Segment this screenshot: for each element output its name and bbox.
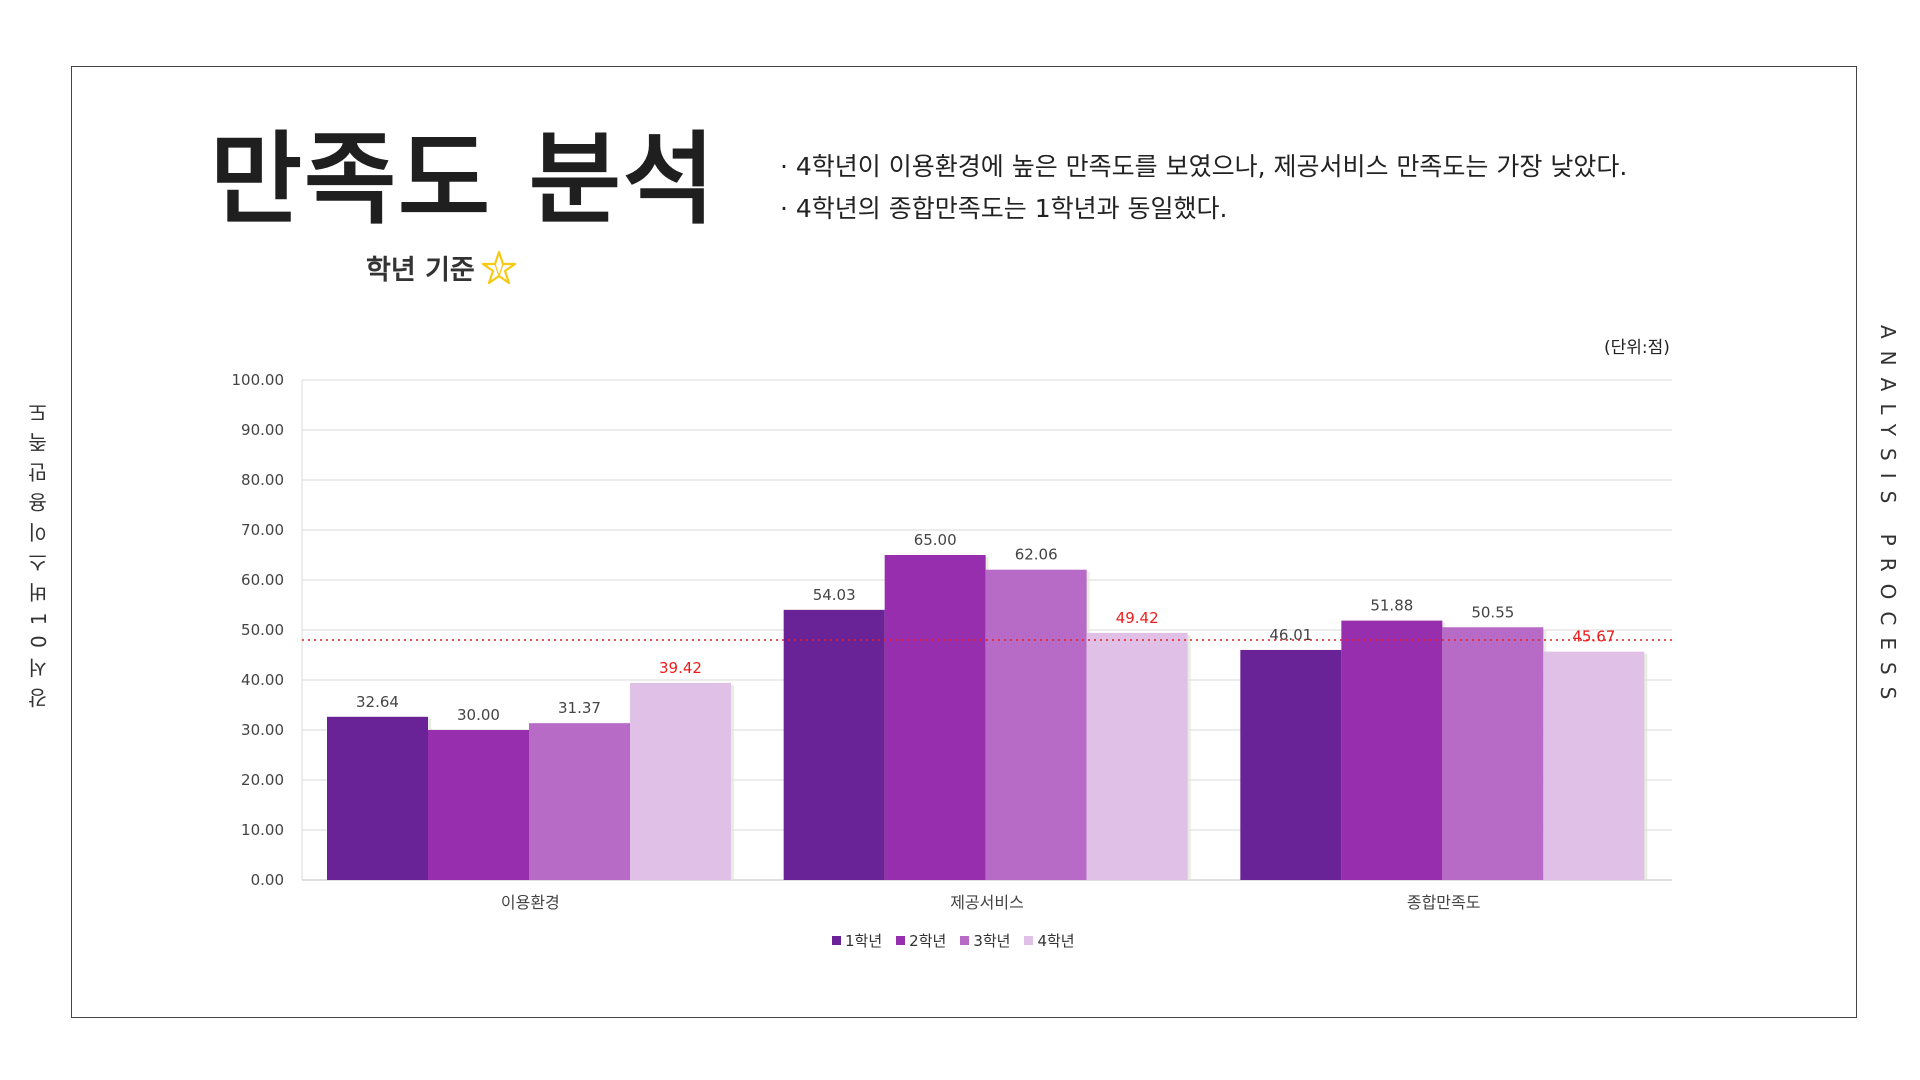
legend-swatch bbox=[896, 936, 906, 945]
data-label: 62.06 bbox=[1015, 546, 1058, 564]
note-line: · 4학년이 이용환경에 높은 만족도를 보였으나, 제공서비스 만족도는 가장… bbox=[780, 152, 1628, 181]
bar bbox=[1442, 627, 1544, 880]
bar bbox=[985, 569, 1087, 880]
unit-label: (단위:점) bbox=[1604, 338, 1670, 358]
data-label: 54.03 bbox=[813, 586, 856, 604]
note-line: · 4학년의 종합만족도는 1학년과 동일했다. bbox=[780, 194, 1228, 223]
data-label: 39.42 bbox=[659, 659, 702, 677]
data-label: 45.67 bbox=[1572, 628, 1615, 646]
y-tick-label: 60.00 bbox=[241, 571, 284, 589]
legend-label: 3학년 bbox=[973, 932, 1011, 950]
subtitle-text: 학년 기준 bbox=[366, 255, 475, 286]
y-tick-label: 20.00 bbox=[241, 771, 284, 789]
data-label: 65.00 bbox=[914, 531, 957, 549]
bar bbox=[428, 730, 529, 880]
bar bbox=[1240, 649, 1342, 880]
data-label: 49.42 bbox=[1116, 609, 1159, 627]
bar bbox=[1543, 651, 1645, 880]
star-icon bbox=[481, 250, 516, 284]
y-tick-label: 0.00 bbox=[251, 871, 284, 889]
y-tick-label: 100.00 bbox=[232, 371, 285, 389]
legend-label: 4학년 bbox=[1037, 932, 1075, 950]
bar bbox=[327, 716, 428, 880]
bar bbox=[783, 609, 885, 880]
y-tick-label: 90.00 bbox=[241, 421, 284, 439]
legend-item: 1학년 bbox=[832, 930, 882, 951]
y-tick-label: 80.00 bbox=[241, 471, 284, 489]
legend-label: 1학년 bbox=[845, 932, 883, 950]
y-tick-label: 30.00 bbox=[241, 721, 284, 739]
data-label: 46.01 bbox=[1269, 626, 1312, 644]
data-label: 51.88 bbox=[1370, 597, 1413, 615]
y-tick-label: 40.00 bbox=[241, 671, 284, 689]
y-tick-label: 10.00 bbox=[241, 821, 284, 839]
data-label: 30.00 bbox=[457, 706, 500, 724]
bar bbox=[529, 723, 630, 880]
bar bbox=[1341, 620, 1443, 880]
legend-swatch bbox=[1024, 936, 1034, 945]
bar bbox=[884, 555, 986, 880]
content-frame bbox=[71, 66, 1857, 1018]
data-label: 32.64 bbox=[356, 693, 399, 711]
data-label: 50.55 bbox=[1471, 603, 1514, 621]
bar bbox=[1086, 632, 1188, 880]
side-label-right: ANALYSIS PROCESS bbox=[1876, 325, 1900, 712]
legend-label: 2학년 bbox=[909, 932, 947, 950]
x-tick-label: 이용환경 bbox=[501, 893, 560, 912]
legend-item: 4학년 bbox=[1024, 930, 1075, 951]
subtitle: 학년 기준 bbox=[366, 248, 517, 287]
legend-swatch bbox=[832, 936, 841, 945]
chart-legend: 1학년 2학년 3학년 4학년 bbox=[832, 930, 1075, 951]
y-tick-label: 70.00 bbox=[241, 521, 284, 539]
legend-item: 2학년 bbox=[896, 930, 946, 951]
x-tick-label: 종합만족도 bbox=[1407, 893, 1481, 912]
bar bbox=[630, 682, 731, 880]
page-title: 만족도 분석 bbox=[210, 121, 717, 238]
y-tick-label: 50.00 bbox=[241, 621, 284, 639]
analysis-notes: · 4학년이 이용환경에 높은 만족도를 보였으나, 제공서비스 만족도는 가장… bbox=[780, 146, 1627, 230]
data-label: 31.37 bbox=[558, 699, 601, 717]
legend-swatch bbox=[960, 936, 970, 945]
x-tick-label: 제공서비스 bbox=[950, 893, 1024, 912]
legend-item: 3학년 bbox=[960, 930, 1010, 951]
